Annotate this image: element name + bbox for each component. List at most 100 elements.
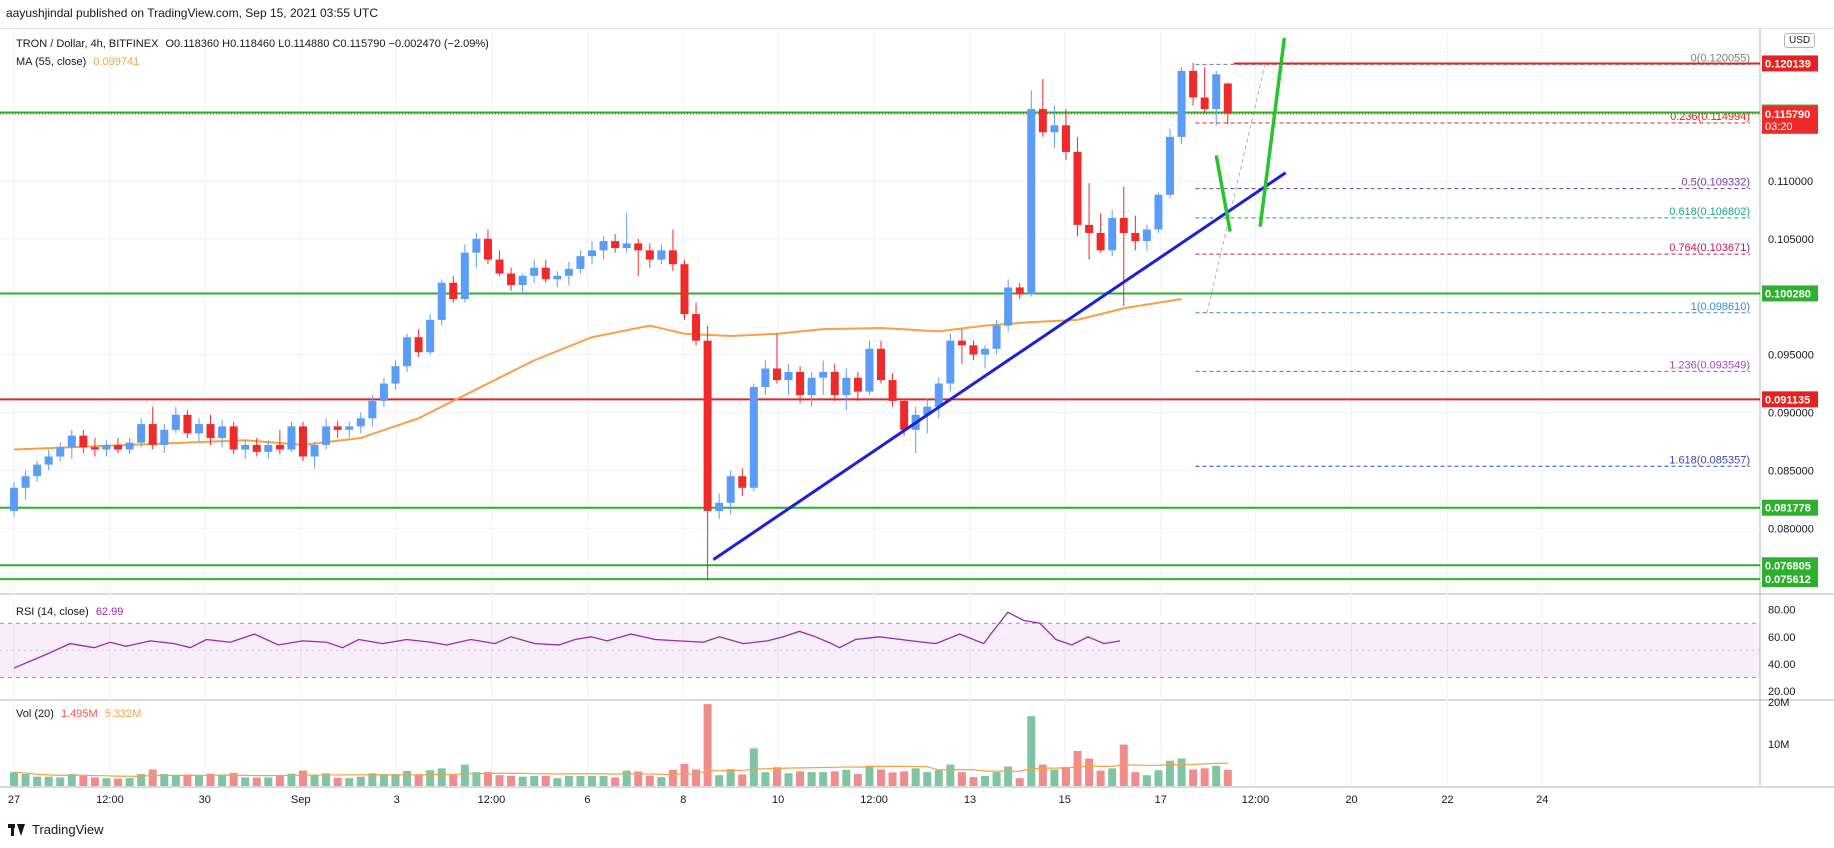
volume-bar bbox=[368, 773, 377, 786]
bullish-trendline[interactable] bbox=[712, 171, 1287, 561]
volume-bar bbox=[102, 778, 111, 786]
time-axis: 27 12:00 30 Sep 3 12:00 6 8 10 12:00 13 15 17 12:00 20… bbox=[8, 794, 1548, 806]
volume-tick-label: 10M bbox=[1768, 739, 1789, 751]
volume-bar bbox=[229, 772, 238, 786]
symbol-title: TRON / Dollar, 4h, BITFINEX bbox=[16, 38, 159, 50]
volume-bar bbox=[957, 772, 966, 786]
volume-bar bbox=[1027, 716, 1036, 786]
volume-bar bbox=[391, 774, 400, 786]
price-tick-label: 0.105000 bbox=[1768, 234, 1814, 246]
candle-body bbox=[518, 275, 527, 286]
candle-body bbox=[1177, 70, 1186, 137]
projection-path-up[interactable] bbox=[1258, 37, 1287, 227]
candle-body bbox=[183, 414, 192, 434]
x-tick-label: 12:00 bbox=[860, 794, 888, 806]
volume-bar bbox=[472, 772, 481, 786]
fib-level-label: 0.618(0.106802) bbox=[1669, 206, 1750, 218]
level-price-tag bbox=[1762, 55, 1818, 72]
rsi-label: RSI (14, close) bbox=[16, 606, 89, 618]
x-tick-label: 10 bbox=[772, 794, 784, 806]
volume-bar bbox=[33, 776, 42, 786]
candle-body bbox=[680, 264, 689, 315]
candle-body bbox=[957, 340, 966, 346]
volume-bar bbox=[495, 775, 504, 786]
projection-path-down[interactable] bbox=[1214, 155, 1232, 232]
volume-bar bbox=[981, 775, 990, 786]
price-axis: 0.110000 0.105000 0.095000 0.090000 0.085000… bbox=[1762, 55, 1818, 588]
candle-body bbox=[403, 337, 412, 367]
level-price-label: 0.076805 bbox=[1765, 560, 1811, 572]
volume-bar bbox=[564, 775, 573, 786]
candle-body bbox=[449, 282, 458, 299]
volume-bar bbox=[992, 772, 1001, 786]
candle-body bbox=[44, 456, 53, 465]
candle-body bbox=[148, 424, 157, 445]
candle-body bbox=[576, 256, 585, 269]
candle-body bbox=[796, 371, 805, 396]
current-price-tag bbox=[1762, 105, 1818, 134]
candle-body bbox=[241, 444, 250, 450]
volume-tick-label: 20M bbox=[1768, 697, 1789, 709]
volume-bar bbox=[738, 774, 747, 786]
level-price-label: 0.120139 bbox=[1765, 58, 1811, 70]
price-tick-label: 0.095000 bbox=[1768, 350, 1814, 362]
volume-bar bbox=[90, 777, 99, 786]
candle-body bbox=[414, 337, 423, 353]
volume-bar bbox=[79, 775, 88, 786]
candle-body bbox=[1073, 151, 1082, 225]
volume-bar bbox=[1004, 766, 1013, 786]
candle-body bbox=[726, 476, 735, 503]
volume-bar bbox=[460, 764, 469, 786]
candle-body bbox=[715, 502, 724, 511]
candle-body bbox=[923, 406, 932, 415]
volume-bar bbox=[403, 771, 412, 786]
volume-bar bbox=[56, 777, 65, 786]
volume-bar bbox=[819, 772, 828, 786]
candle-body bbox=[645, 250, 654, 260]
volume-bar bbox=[923, 772, 932, 786]
candle-body bbox=[530, 267, 539, 276]
volume-bar bbox=[865, 765, 874, 786]
currency-badge[interactable]: USD bbox=[1784, 33, 1816, 48]
candle-body bbox=[275, 444, 284, 450]
volume-label: Vol (20) bbox=[16, 708, 54, 720]
volume-value-2: 5.332M bbox=[104, 708, 142, 720]
candle-body bbox=[1108, 217, 1117, 251]
candle-body bbox=[807, 377, 816, 396]
candle-body bbox=[437, 282, 446, 320]
rsi-value: 62.99 bbox=[95, 606, 124, 618]
candle-body bbox=[56, 447, 65, 457]
volume-bar bbox=[934, 770, 943, 786]
volume-bar bbox=[345, 778, 354, 786]
candle-body bbox=[992, 325, 1001, 349]
candle-body bbox=[888, 380, 897, 401]
volume-bar bbox=[1061, 766, 1070, 786]
candle-body bbox=[738, 476, 747, 488]
candle-body bbox=[784, 371, 793, 381]
candle-body bbox=[194, 424, 203, 434]
x-tick-label: 6 bbox=[584, 794, 590, 806]
level-price-tag bbox=[1762, 391, 1818, 408]
candle-body bbox=[264, 444, 273, 452]
volume-bar bbox=[622, 770, 631, 786]
fib-level-label: 0(0.120055) bbox=[1691, 52, 1750, 64]
level-price-label: 0.075612 bbox=[1765, 574, 1811, 586]
candle-body bbox=[368, 400, 377, 419]
rsi-tick-label: 20.00 bbox=[1768, 686, 1796, 698]
volume-legend: Vol (20) 1.495M 5.332M bbox=[16, 708, 141, 720]
volume-bar bbox=[634, 771, 643, 786]
candle-body bbox=[322, 426, 331, 445]
x-tick-label: 8 bbox=[680, 794, 686, 806]
volume-bar bbox=[171, 774, 180, 786]
candle-body bbox=[830, 371, 839, 396]
candle-body bbox=[345, 426, 354, 430]
horizontal-levels bbox=[0, 62, 1760, 581]
volume-bar bbox=[1166, 760, 1174, 786]
candle-body bbox=[1096, 232, 1105, 251]
volume-bar bbox=[807, 772, 816, 786]
volume-bar bbox=[588, 775, 596, 786]
volume-bar bbox=[553, 778, 562, 786]
volume-bar bbox=[1073, 750, 1082, 786]
candle-body bbox=[1212, 74, 1221, 110]
